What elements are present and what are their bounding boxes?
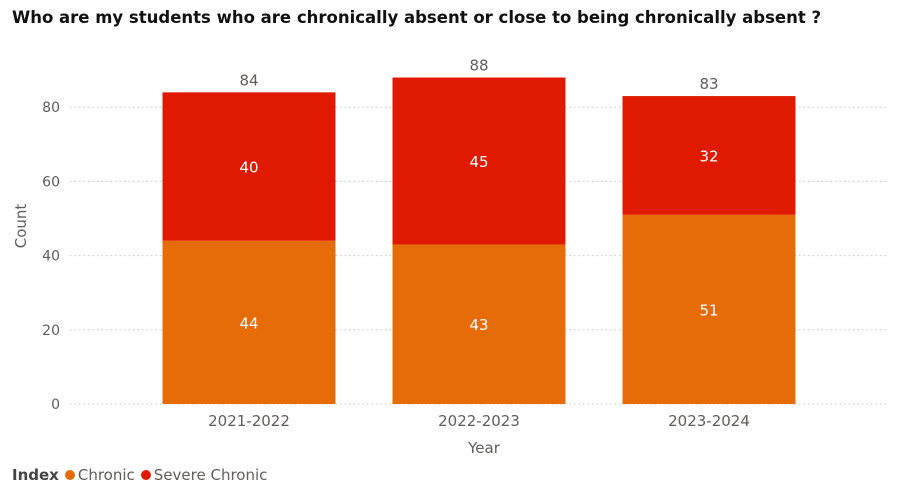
bar-data-label: 32 [699, 147, 718, 165]
x-axis-ticks: 2021-2022 2022-2023 2023-2024 [208, 412, 750, 430]
bar-segment[interactable] [162, 92, 336, 241]
bar-segment[interactable] [622, 214, 796, 404]
legend-item-chronic[interactable]: Chronic [64, 466, 135, 484]
legend-dot-severe-chronic [140, 470, 151, 480]
chart-title: Who are my students who are chronically … [12, 8, 822, 27]
bar-total-label: 84 [239, 71, 258, 89]
bar-segment[interactable] [162, 240, 336, 404]
y-tick-label: 20 [42, 323, 60, 339]
bar-segment[interactable] [622, 96, 796, 215]
y-tick-label: 40 [42, 249, 60, 265]
y-axis-ticks: 0 20 40 60 80 [42, 100, 60, 413]
legend-item-severe-chronic[interactable]: Severe Chronic [140, 466, 268, 484]
y-tick-label: 60 [42, 174, 60, 190]
legend-title: Index [12, 466, 59, 484]
bar-data-label: 40 [239, 159, 258, 177]
x-axis-label: Year [467, 439, 501, 457]
legend-label-chronic: Chronic [77, 466, 135, 484]
y-tick-label: 0 [51, 397, 60, 413]
bar-data-label: 51 [699, 301, 718, 319]
legend: Index Chronic Severe Chronic [12, 466, 273, 484]
bar-total-label: 88 [469, 57, 488, 75]
x-tick-label: 2022-2023 [438, 412, 520, 430]
bar-segment[interactable] [392, 244, 566, 404]
legend-label-severe-chronic: Severe Chronic [153, 466, 268, 484]
bar-segment[interactable] [392, 77, 566, 245]
bars: 44 40 84 43 45 88 51 32 83 [162, 57, 796, 404]
bar-data-label: 45 [469, 153, 488, 171]
legend-dot-chronic [64, 470, 75, 480]
y-axis-label: Count [12, 204, 30, 249]
bar-data-label: 43 [469, 316, 488, 334]
x-tick-label: 2021-2022 [208, 412, 290, 430]
x-tick-label: 2023-2024 [668, 412, 750, 430]
bar-data-label: 44 [239, 314, 258, 332]
bar-total-label: 83 [699, 75, 718, 93]
y-tick-label: 80 [42, 100, 60, 116]
